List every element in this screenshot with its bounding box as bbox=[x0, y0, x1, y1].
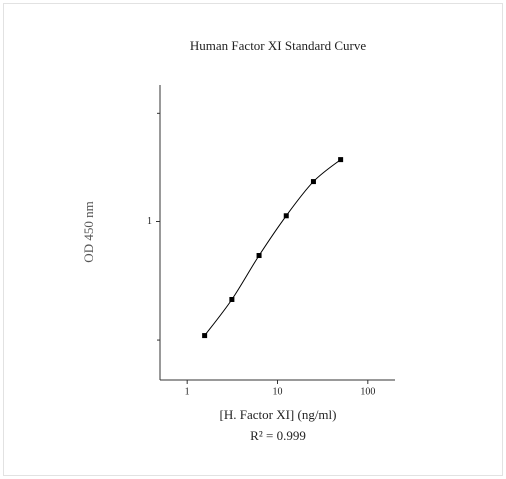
x-tick-label: 100 bbox=[360, 386, 375, 397]
frame bbox=[3, 3, 503, 476]
x-tick-label: 10 bbox=[273, 386, 283, 397]
data-point bbox=[283, 213, 289, 219]
y-tick-label: 1 bbox=[147, 216, 152, 227]
data-point bbox=[338, 157, 344, 163]
data-point bbox=[229, 296, 235, 302]
x-tick-label: 1 bbox=[185, 386, 190, 397]
data-point bbox=[202, 333, 208, 339]
data-point bbox=[310, 179, 316, 185]
x-axis-label: [H. Factor XI] (ng/ml) bbox=[220, 407, 337, 422]
curve bbox=[204, 159, 341, 336]
data-point bbox=[256, 253, 262, 259]
annotation: R² = 0.999 bbox=[250, 428, 306, 443]
chart-title: Human Factor XI Standard Curve bbox=[190, 38, 366, 53]
y-axis-label: OD 450 nm bbox=[81, 201, 96, 262]
